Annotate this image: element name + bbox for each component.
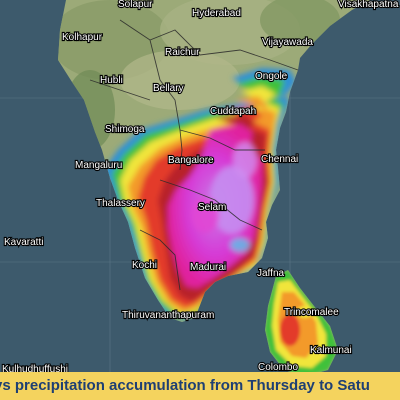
- city-label-trincomalee: Trincomalee: [284, 307, 339, 318]
- state-borders: [89, 19, 299, 291]
- city-label-hubli: Hubli: [100, 75, 123, 86]
- city-label-hyderabad: Hyderabad: [192, 8, 241, 19]
- city-label-ongole: Ongole: [255, 71, 288, 82]
- city-label-selam: Selam: [198, 202, 226, 213]
- city-label-colombo: Colombo: [258, 362, 298, 373]
- city-label-thalassery: Thalassery: [96, 198, 145, 209]
- city-label-shimoga: Shimoga: [105, 124, 145, 135]
- city-label-thiruvananthapuram: Thiruvananthapuram: [122, 310, 214, 321]
- city-label-bangalore: Bangalore: [168, 155, 214, 166]
- city-label-raichur: Raichur: [165, 47, 200, 58]
- city-labels: Solapur Hyderabad Visakhapatna Kolhapur …: [1, 0, 400, 376]
- city-label-cuddapah: Cuddapah: [210, 106, 256, 117]
- city-label-kochi: Kochi: [132, 260, 157, 271]
- city-label-jaffna: Jaffna: [257, 268, 284, 279]
- city-label-bellary: Bellary: [153, 83, 184, 94]
- city-label-kavaratti: Kavaratti: [4, 237, 43, 248]
- sri-lanka: [265, 270, 338, 376]
- city-label-mangaluru: Mangaluru: [75, 160, 122, 171]
- precipitation-overlay-india: [104, 68, 296, 320]
- caption-banner: ys precipitation accumulation from Thurs…: [0, 372, 400, 400]
- city-label-kalmunai: Kalmunai: [310, 345, 352, 356]
- city-label-kolhapur: Kolhapur: [62, 32, 103, 43]
- city-label-visakhapatnam: Visakhapatna: [338, 0, 399, 10]
- city-label-solapur: Solapur: [118, 0, 153, 10]
- city-label-madurai: Madurai: [190, 262, 226, 273]
- city-label-chennai: Chennai: [261, 154, 298, 165]
- city-label-vijayawada: Vijayawada: [262, 37, 313, 48]
